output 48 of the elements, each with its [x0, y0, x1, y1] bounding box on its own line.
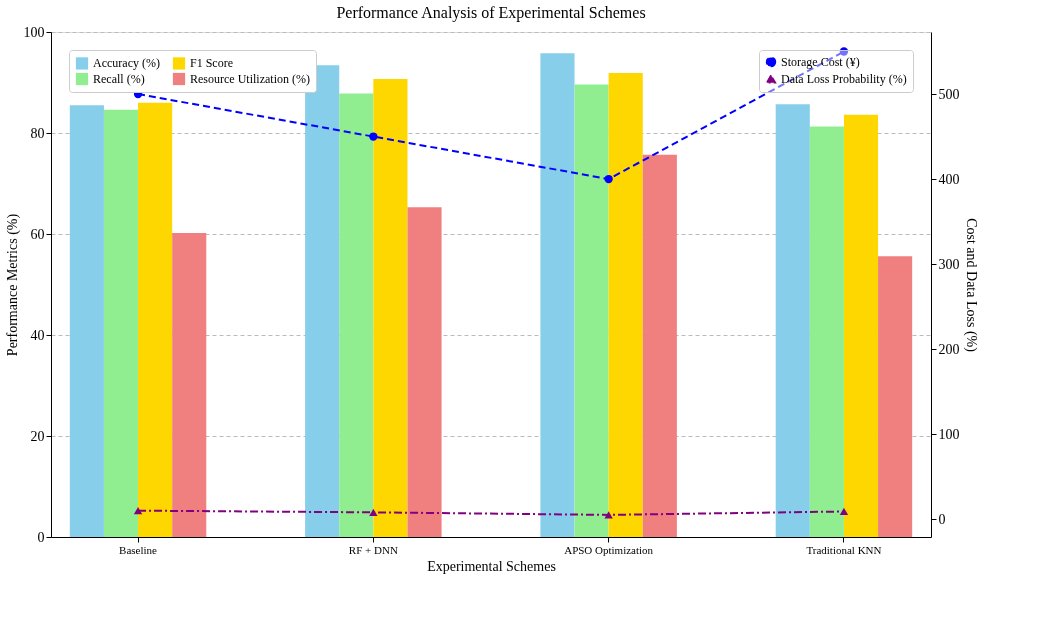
y2-tick-label: 0 [938, 511, 946, 527]
legend-label: Accuracy (%) [93, 56, 160, 71]
y2-tick-label: 400 [938, 171, 960, 187]
bar [775, 104, 810, 537]
bar [103, 109, 139, 537]
x-tick-label: APSO Optimization [564, 543, 654, 556]
bar [339, 93, 374, 537]
legend-label: Resource Utilization (%) [190, 72, 310, 86]
legend-label: Storage Cost (¥) [781, 55, 860, 69]
point [604, 174, 613, 184]
legend-label: Recall (%) [93, 72, 145, 86]
bar [878, 256, 913, 537]
bar [540, 53, 575, 537]
point [369, 508, 378, 516]
bar [843, 114, 879, 537]
bar [373, 78, 408, 537]
y-axis-title: Performance Metrics (%) [4, 213, 21, 357]
bar [574, 84, 609, 537]
legend-label: F1 Score [190, 56, 233, 71]
y2-tick-label: 200 [938, 341, 960, 357]
y-tick-label: 100 [23, 24, 45, 40]
y2-tick-label: 500 [938, 86, 960, 102]
y-tick-label: 60 [30, 226, 45, 242]
y2-axis-title: Cost and Data Loss (%) [962, 218, 979, 353]
y-tick-label: 20 [30, 428, 45, 444]
point [604, 511, 613, 519]
x-tick-label: RF + DNN [348, 543, 398, 556]
y-tick-label: 80 [30, 125, 45, 141]
bar [138, 102, 173, 537]
x-tick-label: Traditional KNN [806, 543, 882, 556]
chart-title: Performance Analysis of Experimental Schemes [336, 4, 646, 22]
y-tick-label: 0 [37, 529, 45, 545]
point [839, 47, 849, 56]
point [839, 507, 849, 516]
bar [608, 72, 643, 537]
bar [69, 105, 104, 537]
x-axis-title: Experimental Schemes [427, 558, 556, 574]
y2-tick-label: 300 [938, 256, 960, 272]
bar [172, 232, 207, 537]
y-tick-label: 40 [30, 327, 45, 343]
point [369, 132, 378, 141]
bar [809, 126, 844, 537]
point [133, 507, 143, 515]
bar [407, 207, 442, 537]
bar [642, 154, 677, 537]
y2-tick-label: 100 [938, 426, 960, 442]
legend-label: Data Loss Probability (%) [781, 72, 907, 86]
x-tick-label: Baseline [119, 543, 158, 556]
